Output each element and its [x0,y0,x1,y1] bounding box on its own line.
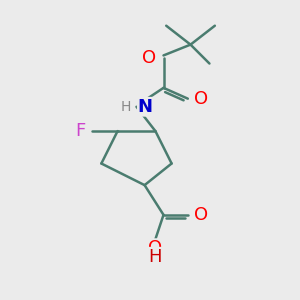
Text: O: O [194,90,208,108]
Text: O: O [194,206,208,224]
Text: N: N [138,98,153,116]
Text: H: H [149,248,162,266]
Text: O: O [148,239,163,257]
Text: F: F [75,122,85,140]
Text: O: O [142,49,156,67]
Text: H: H [120,100,130,114]
